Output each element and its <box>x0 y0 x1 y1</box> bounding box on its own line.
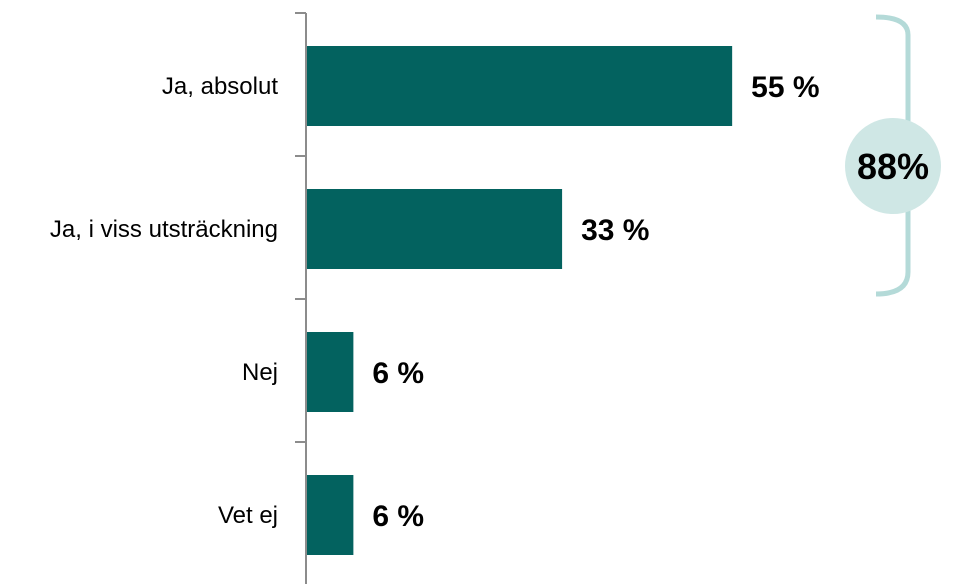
summary-bracket: 88% <box>845 14 941 297</box>
bar <box>307 475 354 555</box>
category-label: Vet ej <box>218 502 278 529</box>
data-label: 33 % <box>581 214 649 247</box>
labels: Ja, absolut 55 % Ja, i viss utsträckning 33… <box>50 71 820 533</box>
summary-value-label: 88% <box>857 146 929 187</box>
bars <box>307 46 733 555</box>
data-label: 55 % <box>751 71 819 104</box>
bar <box>307 332 354 412</box>
bar <box>307 189 563 269</box>
data-label: 6 % <box>372 357 424 390</box>
category-label: Nej <box>242 359 278 386</box>
bar <box>307 46 733 126</box>
y-axis <box>295 12 307 584</box>
summary-circle <box>845 118 941 214</box>
data-label: 6 % <box>372 500 424 533</box>
category-label: Ja, absolut <box>162 73 278 100</box>
category-label: Ja, i viss utsträckning <box>50 216 278 243</box>
